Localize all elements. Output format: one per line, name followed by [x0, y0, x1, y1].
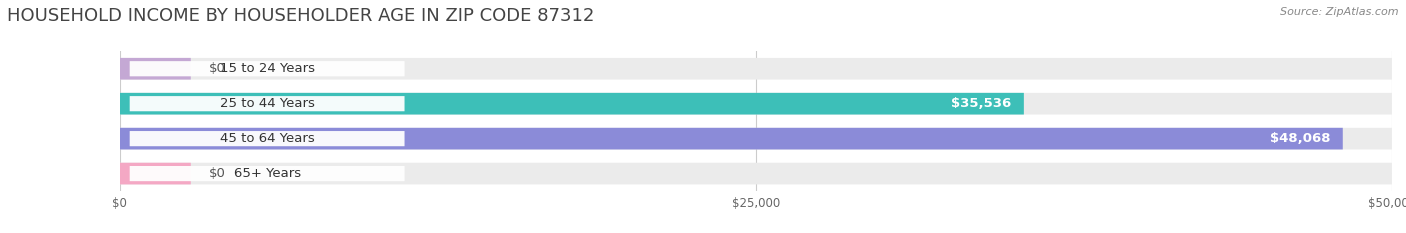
- Text: Source: ZipAtlas.com: Source: ZipAtlas.com: [1281, 7, 1399, 17]
- FancyBboxPatch shape: [120, 93, 1024, 115]
- FancyBboxPatch shape: [129, 61, 405, 76]
- FancyBboxPatch shape: [120, 163, 191, 185]
- Text: 25 to 44 Years: 25 to 44 Years: [219, 97, 315, 110]
- FancyBboxPatch shape: [129, 96, 405, 111]
- Text: $0: $0: [208, 62, 225, 75]
- Text: 65+ Years: 65+ Years: [233, 167, 301, 180]
- FancyBboxPatch shape: [120, 128, 1392, 150]
- Text: 15 to 24 Years: 15 to 24 Years: [219, 62, 315, 75]
- Text: $48,068: $48,068: [1270, 132, 1330, 145]
- FancyBboxPatch shape: [129, 131, 405, 146]
- FancyBboxPatch shape: [120, 93, 1392, 115]
- FancyBboxPatch shape: [120, 163, 1392, 185]
- Text: 45 to 64 Years: 45 to 64 Years: [219, 132, 315, 145]
- FancyBboxPatch shape: [120, 58, 191, 80]
- FancyBboxPatch shape: [120, 128, 1343, 150]
- Text: HOUSEHOLD INCOME BY HOUSEHOLDER AGE IN ZIP CODE 87312: HOUSEHOLD INCOME BY HOUSEHOLDER AGE IN Z…: [7, 7, 595, 25]
- FancyBboxPatch shape: [120, 58, 1392, 80]
- Text: $35,536: $35,536: [950, 97, 1011, 110]
- FancyBboxPatch shape: [129, 166, 405, 181]
- Text: $0: $0: [208, 167, 225, 180]
